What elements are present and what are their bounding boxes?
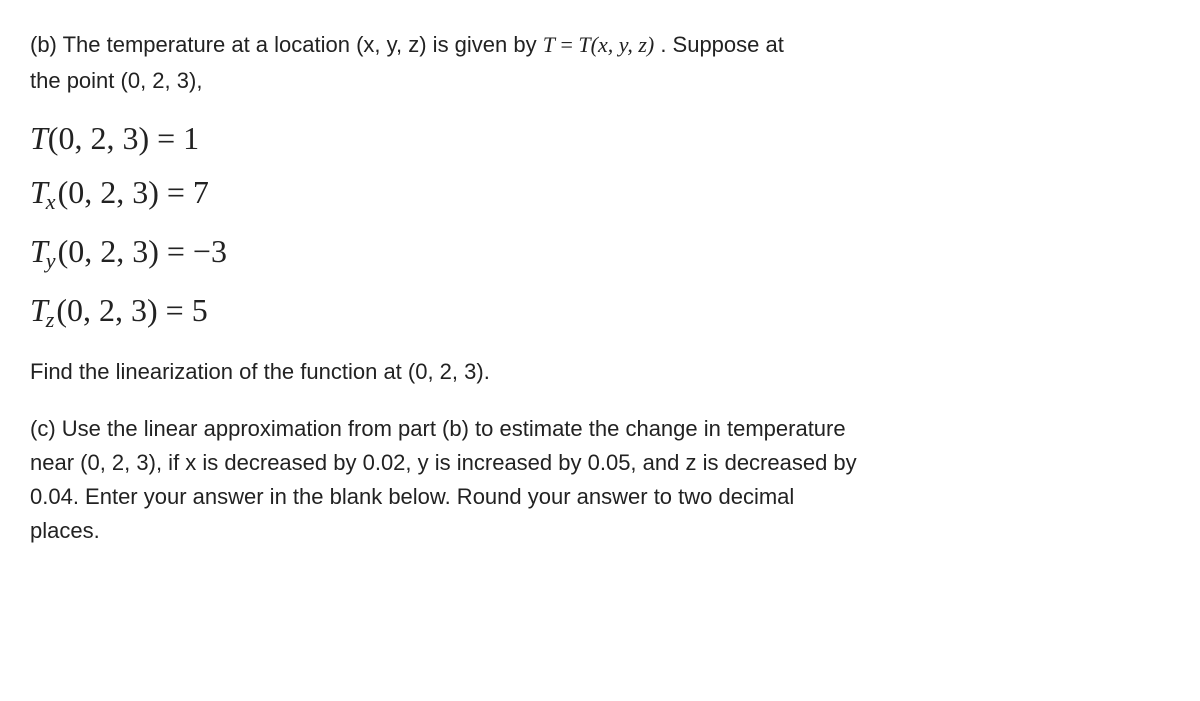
inline-equation: T = T(x, y, z) xyxy=(543,32,654,57)
part-c-line-2: near (0, 2, 3), if x is decreased by 0.0… xyxy=(30,446,1170,480)
intro-line-1: (b) The temperature at a location (x, y,… xyxy=(30,28,1170,62)
find-linearization-text: Find the linearization of the function a… xyxy=(30,355,1170,388)
given-values-block: T(0, 2, 3)=1 Tx(0, 2, 3)=7 Ty(0, 2, 3)=−… xyxy=(30,122,1170,331)
equation-Tz: Tz(0, 2, 3)=5 xyxy=(30,294,1170,331)
equation-Ty: Ty(0, 2, 3)=−3 xyxy=(30,235,1170,272)
equation-Tx: Tx(0, 2, 3)=7 xyxy=(30,176,1170,213)
part-c-line-1: (c) Use the linear approximation from pa… xyxy=(30,412,1170,446)
part-b-intro: (b) The temperature at a location (x, y,… xyxy=(30,28,1170,98)
intro-line-2: the point (0, 2, 3), xyxy=(30,64,1170,98)
part-c-line-4: places. xyxy=(30,514,1170,548)
intro-text-1: (b) The temperature at a location (x, y,… xyxy=(30,32,543,57)
part-c-block: (c) Use the linear approximation from pa… xyxy=(30,412,1170,548)
intro-text-2: . Suppose at xyxy=(654,32,784,57)
part-c-line-3: 0.04. Enter your answer in the blank bel… xyxy=(30,480,1170,514)
equation-T: T(0, 2, 3)=1 xyxy=(30,122,1170,154)
